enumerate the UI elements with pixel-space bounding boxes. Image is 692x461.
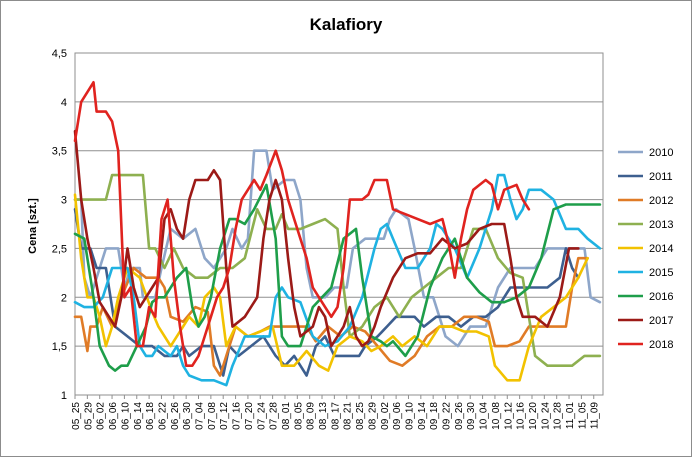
plot-border — [74, 52, 604, 396]
x-tick-label: 10_28 — [553, 402, 564, 430]
x-tick-label: 06_06 — [108, 402, 119, 430]
x-tick-label: 08_09 — [306, 402, 317, 430]
legend-label-2015: 2015 — [649, 267, 673, 279]
series-line-2015 — [73, 173, 602, 387]
y-tick-label: 2 — [61, 292, 67, 304]
x-tick-label: 07_20 — [244, 402, 255, 430]
x-tick-label: 06_14 — [133, 402, 144, 430]
x-tick-label: 10_12 — [503, 402, 514, 430]
legend-label-2010: 2010 — [649, 147, 673, 159]
x-tick-label: 07_24 — [256, 402, 267, 430]
x-tick-label: 10_20 — [528, 402, 539, 430]
x-tick-label: 11_01 — [565, 402, 576, 430]
x-tick-label: 10_08 — [491, 402, 502, 430]
x-tick-label: 10_24 — [540, 402, 551, 430]
x-tick-label: 09_18 — [429, 402, 440, 430]
series-layer — [73, 81, 602, 387]
x-tick-label: 06_18 — [145, 402, 156, 430]
series-line-2014 — [73, 193, 589, 382]
y-tick-label: 2,5 — [52, 243, 67, 255]
legend: 2010 2011 2012 2013 2014 2015 2016 2017 2018 — [618, 147, 673, 351]
y-tick-label: 1,5 — [52, 341, 67, 353]
y-tick-label: 4 — [61, 97, 67, 109]
y-tick-label: 3 — [61, 195, 67, 207]
x-tick-label: 05_25 — [71, 402, 82, 430]
y-axis: 1 1,5 2 2,5 3 3,5 4 4,5 — [52, 48, 67, 402]
legend-label-2013: 2013 — [649, 219, 673, 231]
x-tick-label: 08_01 — [281, 402, 292, 430]
y-tick-label: 4,5 — [52, 48, 67, 60]
x-tick-label: 11_05 — [577, 402, 588, 430]
x-tick-label: 07_28 — [269, 402, 280, 430]
x-tick-label: 06_02 — [96, 402, 107, 430]
x-tick-label: 06_10 — [120, 402, 131, 430]
x-tick-label: 06_30 — [182, 402, 193, 430]
x-tick-label: 08_13 — [318, 402, 329, 430]
y-tick-label: 3,5 — [52, 146, 67, 158]
series-line-2013 — [73, 173, 602, 367]
x-tick-label: 06_22 — [157, 402, 168, 430]
x-tick-label: 06_26 — [170, 402, 181, 430]
y-tick-label: 1 — [61, 390, 67, 402]
series-line-2017 — [73, 129, 580, 348]
x-tick-label: 07_12 — [219, 402, 230, 430]
legend-label-2012: 2012 — [649, 195, 673, 207]
x-tick-label: 09_02 — [380, 402, 391, 430]
series-line-2011 — [73, 208, 580, 377]
x-tick-label: 09_26 — [454, 402, 465, 430]
legend-label-2017: 2017 — [649, 315, 673, 327]
x-tick-label: 10_16 — [516, 402, 527, 430]
x-axis: 05_25 05_29 06_02 06_06 06_10 06_14 06_18 06_22… — [71, 395, 601, 430]
x-tick-label: 07_04 — [195, 402, 206, 430]
x-tick-label: 08_21 — [343, 402, 354, 430]
x-tick-label: 10_04 — [479, 402, 490, 430]
x-tick-label: 11_09 — [590, 402, 601, 430]
legend-label-2011: 2011 — [649, 171, 673, 183]
x-tick-label: 08_29 — [367, 402, 378, 430]
x-tick-label: 07_08 — [207, 402, 218, 430]
legend-label-2016: 2016 — [649, 291, 673, 303]
x-tick-label: 09_06 — [392, 402, 403, 430]
series-line-2018 — [73, 81, 531, 367]
x-tick-label: 08_25 — [355, 402, 366, 430]
x-tick-label: 08_05 — [293, 402, 304, 430]
legend-label-2014: 2014 — [649, 243, 673, 255]
x-tick-label: 09_14 — [417, 402, 428, 430]
x-tick-label: 09_10 — [404, 402, 415, 430]
x-tick-label: 09_30 — [466, 402, 477, 430]
x-tick-label: 09_22 — [442, 402, 453, 430]
plot-frame — [74, 52, 604, 396]
y-axis-label: Cena [szt.] — [27, 198, 39, 254]
x-tick-label: 05_29 — [83, 402, 94, 430]
chart-title: Kalafiory — [310, 15, 383, 34]
x-tick-label: 07_16 — [232, 402, 243, 430]
x-tick-label: 08_17 — [330, 402, 341, 430]
legend-label-2018: 2018 — [649, 339, 673, 351]
